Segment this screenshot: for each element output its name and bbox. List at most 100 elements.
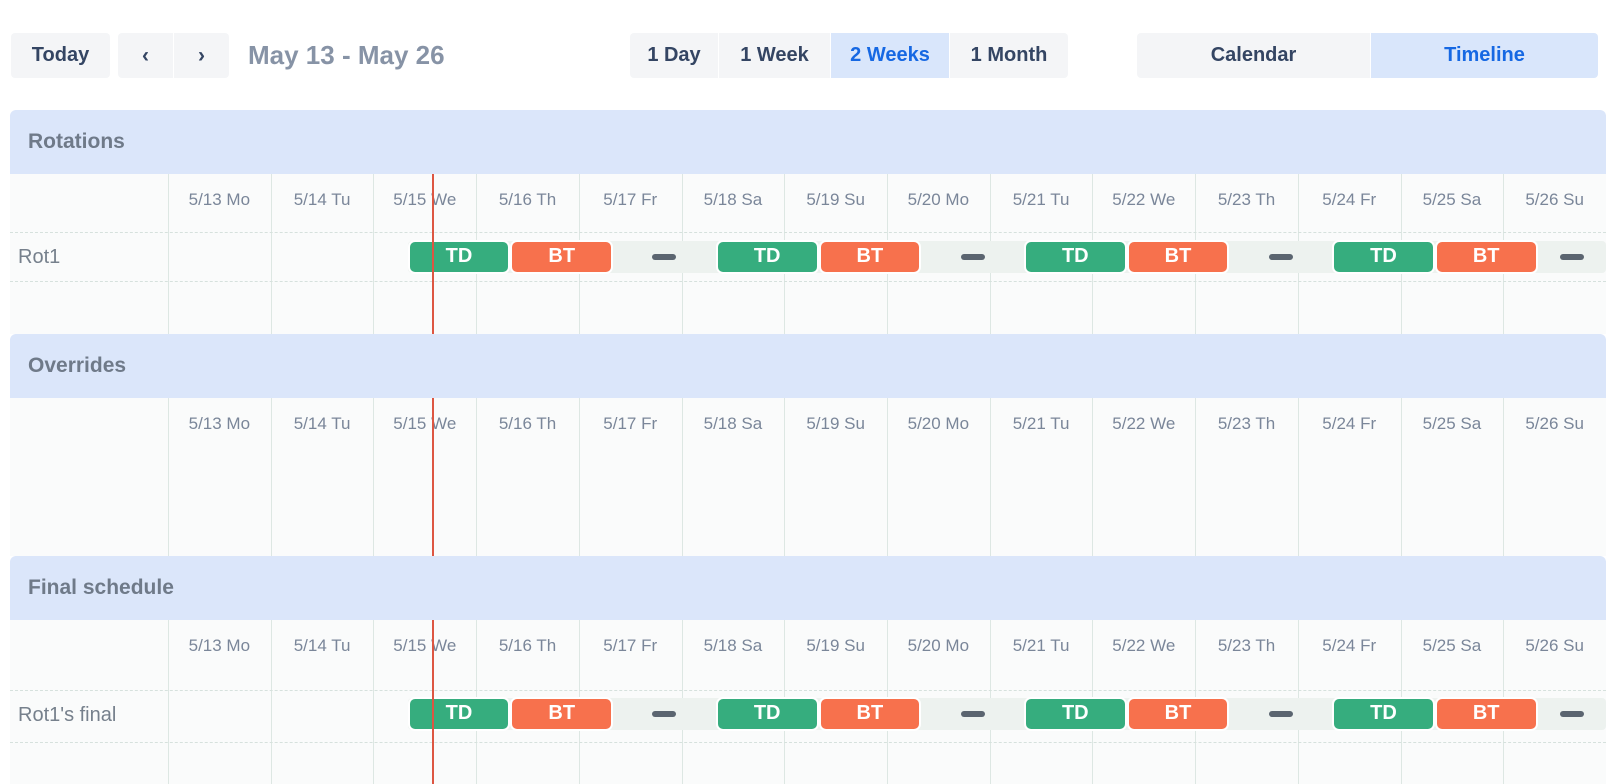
date-header: 5/21 Tu <box>1012 414 1070 433</box>
column-line <box>681 398 683 556</box>
section-overrides: Overrides 5/13 Mo 5/14 Tu 5/15 We 5/16 Th 5/… <box>10 334 1606 556</box>
row-divider <box>10 232 1606 233</box>
date-header: 5/16 Th <box>498 414 557 433</box>
range-option-1-week[interactable]: 1 Week <box>719 33 830 78</box>
column-line <box>1297 398 1299 556</box>
date-header: 5/13 Mo <box>188 190 251 209</box>
date-header: 5/13 Mo <box>188 414 251 433</box>
date-header: 5/20 Mo <box>907 414 970 433</box>
date-header: 5/24 Fr <box>1322 190 1377 209</box>
date-header: 5/26 Su <box>1525 190 1584 209</box>
date-header: 5/25 Sa <box>1422 636 1482 655</box>
date-header: 5/21 Tu <box>1012 636 1070 655</box>
shift-block-td[interactable]: TD <box>715 697 819 731</box>
row-divider <box>10 281 1606 282</box>
date-header: 5/17 Fr <box>603 190 658 209</box>
date-header: 5/22 We <box>1112 414 1176 433</box>
no-one-on-call-dash <box>1559 254 1584 260</box>
view-option-timeline[interactable]: Timeline <box>1371 33 1598 78</box>
shift-block-td[interactable]: TD <box>1023 697 1127 731</box>
shift-block-td[interactable]: TD <box>407 240 511 274</box>
date-range-title: May 13 - May 26 <box>248 40 445 70</box>
no-one-on-call-dash <box>960 254 985 260</box>
date-header: 5/18 Sa <box>703 636 763 655</box>
date-header: 5/26 Su <box>1525 636 1584 655</box>
section-header-overrides: Overrides <box>10 334 1606 398</box>
shift-block-bt[interactable]: BT <box>1126 240 1230 274</box>
date-header: 5/18 Sa <box>703 414 763 433</box>
column-line <box>373 398 375 556</box>
column-line <box>887 398 888 556</box>
timeline-panel: Rotations 5/13 Mo 5/14 Tu 5/15 We 5/16 Th 5/… <box>10 110 1606 784</box>
date-header: 5/15 We <box>393 636 457 655</box>
section-title: Overrides <box>28 354 127 377</box>
shift-block-bt[interactable]: BT <box>1126 697 1230 731</box>
shift-block-td[interactable]: TD <box>1332 697 1435 731</box>
date-header: 5/23 Th <box>1217 190 1276 209</box>
shift-block-bt[interactable]: BT <box>818 240 922 274</box>
date-header: 5/19 Su <box>806 414 865 433</box>
no-one-on-call-dash <box>652 711 677 717</box>
range-selector: 1 Day 1 Week 2 Weeks 1 Month <box>630 33 1068 78</box>
shift-block-td[interactable]: TD <box>407 697 511 731</box>
date-header: 5/19 Su <box>806 190 865 209</box>
date-header: 5/23 Th <box>1217 414 1276 433</box>
shift-block-bt[interactable]: BT <box>818 697 922 731</box>
date-nav-group: ‹ › <box>118 33 229 78</box>
date-header: 5/14 Tu <box>293 636 351 655</box>
date-header: 5/22 We <box>1112 636 1176 655</box>
shift-block-bt[interactable]: BT <box>510 240 614 274</box>
date-header: 5/24 Fr <box>1322 414 1377 433</box>
date-header: 5/25 Sa <box>1422 190 1482 209</box>
row-label: Rot1's final <box>18 704 117 726</box>
column-line <box>373 174 375 334</box>
rotations-grid: 5/13 Mo 5/14 Tu 5/15 We 5/16 Th 5/17 Fr 5/18 … <box>10 174 1606 334</box>
current-time-indicator <box>432 174 435 334</box>
date-header: 5/16 Th <box>498 190 557 209</box>
today-button[interactable]: Today <box>11 33 110 78</box>
shift-block-td[interactable]: TD <box>715 240 819 274</box>
date-header: 5/26 Su <box>1525 414 1584 433</box>
section-title: Rotations <box>28 130 125 153</box>
shift-block-td[interactable]: TD <box>1023 240 1127 274</box>
range-option-1-month[interactable]: 1 Month <box>950 33 1068 78</box>
section-title: Final schedule <box>28 576 174 599</box>
overrides-grid: 5/13 Mo 5/14 Tu 5/15 We 5/16 Th 5/17 Fr 5/18 … <box>10 398 1606 556</box>
column-line <box>1503 398 1505 556</box>
row-divider <box>10 690 1606 691</box>
range-option-2-weeks[interactable]: 2 Weeks <box>831 33 949 78</box>
date-header: 5/19 Su <box>806 636 865 655</box>
date-header: 5/14 Tu <box>293 190 351 209</box>
date-header: 5/13 Mo <box>188 636 251 655</box>
shift-block-td[interactable]: TD <box>1332 240 1435 274</box>
date-header: 5/15 We <box>393 190 457 209</box>
no-one-on-call-dash <box>652 254 677 260</box>
date-header: 5/20 Mo <box>907 190 970 209</box>
section-header-final-schedule: Final schedule <box>10 556 1606 620</box>
shift-block-bt[interactable]: BT <box>510 697 614 731</box>
final-schedule-grid: 5/13 Mo 5/14 Tu 5/15 We 5/16 Th 5/17 Fr 5/18 … <box>10 620 1606 784</box>
section-final-schedule: Final schedule 5/13 Mo 5/14 Tu 5/15 We 5/16… <box>10 556 1606 784</box>
date-header: 5/15 We <box>393 414 457 433</box>
column-line <box>270 620 272 784</box>
view-option-calendar[interactable]: Calendar <box>1137 33 1370 78</box>
shift-block-bt[interactable]: BT <box>1434 240 1538 274</box>
no-one-on-call-dash <box>960 711 985 717</box>
no-one-on-call-dash <box>1559 711 1584 717</box>
chevron-right-icon[interactable]: › <box>174 33 229 78</box>
no-one-on-call-dash <box>1268 254 1293 260</box>
column-line <box>1400 398 1402 556</box>
date-header: 5/22 We <box>1112 190 1176 209</box>
row-label: Rot1 <box>18 246 61 268</box>
column-line <box>476 398 478 556</box>
column-line <box>168 174 169 334</box>
current-time-indicator <box>432 620 435 784</box>
date-header: 5/21 Tu <box>1012 190 1070 209</box>
section-rotations: Rotations 5/13 Mo 5/14 Tu 5/15 We 5/16 Th 5/… <box>10 110 1606 334</box>
chevron-left-icon[interactable]: ‹ <box>118 33 173 78</box>
date-header: 5/25 Sa <box>1422 414 1482 433</box>
toolbar: Today ‹ › May 13 - May 26 1 Day 1 Week 2 W… <box>0 0 1616 110</box>
shift-block-bt[interactable]: BT <box>1434 697 1538 731</box>
range-option-1-day[interactable]: 1 Day <box>630 33 718 78</box>
